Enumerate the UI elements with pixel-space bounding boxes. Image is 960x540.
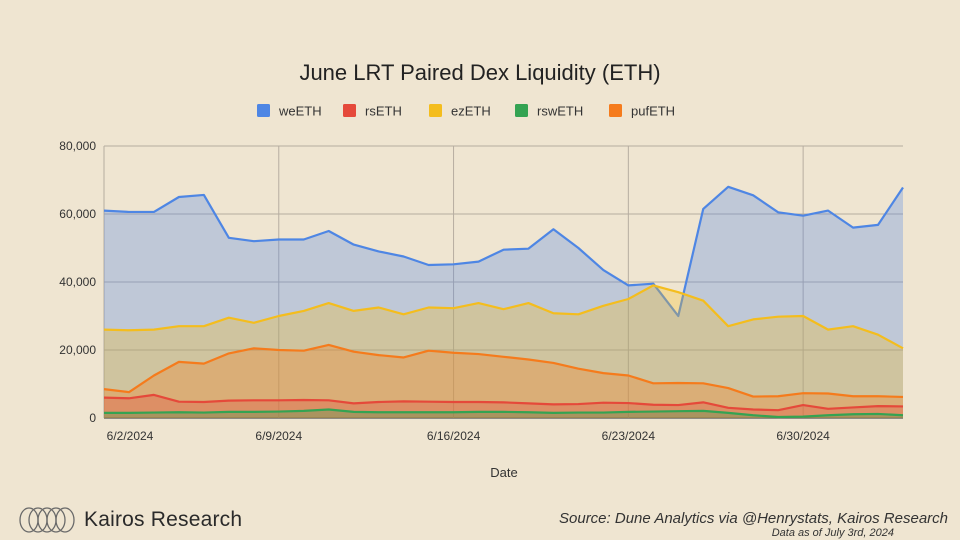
legend-label: weETH <box>278 104 322 119</box>
line-pufeth <box>103 343 904 399</box>
legend-swatch <box>609 104 622 117</box>
x-tick-label: 6/2/2024 <box>107 429 154 443</box>
legend-swatch <box>515 104 528 117</box>
series-rsweth <box>104 408 904 419</box>
line-rseth <box>103 393 904 412</box>
legend-swatch <box>429 104 442 117</box>
source-note: Source: Dune Analytics via @Henrystats, … <box>559 510 948 527</box>
data-date-note: Data as of July 3rd, 2024 <box>771 527 894 539</box>
legend: weETH rsETH ezETH rswETH pufETH <box>257 104 675 119</box>
legend-label: ezETH <box>451 104 491 119</box>
y-tick-label: 60,000 <box>59 207 96 221</box>
x-tick-label: 6/9/2024 <box>255 429 302 443</box>
area-ezeth <box>104 285 903 418</box>
y-tick-label: 40,000 <box>59 275 96 289</box>
x-tick-label: 6/16/2024 <box>427 429 481 443</box>
y-tick-label: 20,000 <box>59 343 96 357</box>
legend-swatch <box>257 104 270 117</box>
plot-area <box>103 185 904 419</box>
legend-item-ezeth: ezETH <box>429 104 491 119</box>
x-axis: 6/2/2024 6/9/2024 6/16/2024 6/23/2024 6/30/2… <box>107 429 831 443</box>
y-tick-label: 0 <box>89 411 96 425</box>
line-rsweth <box>104 408 904 419</box>
x-axis-label: Date <box>490 465 517 480</box>
legend-item-rseth: rsETH <box>343 104 402 119</box>
series-ezeth <box>103 284 904 418</box>
x-tick-label: 6/23/2024 <box>602 429 656 443</box>
kairos-logo-icon <box>19 507 75 533</box>
grid <box>103 145 903 419</box>
legend-item-pufeth: pufETH <box>609 104 675 119</box>
legend-label: rswETH <box>537 104 583 119</box>
chart-title: June LRT Paired Dex Liquidity (ETH) <box>299 60 660 85</box>
line-ezeth <box>103 284 904 350</box>
legend-item-rsweth: rswETH <box>515 104 583 119</box>
x-tick-label: 6/30/2024 <box>776 429 830 443</box>
brand: Kairos Research <box>18 506 242 534</box>
legend-item-weeth: weETH <box>257 104 322 119</box>
line-weeth <box>103 185 904 318</box>
legend-label: rsETH <box>365 104 402 119</box>
legend-swatch <box>343 104 356 117</box>
y-tick-label: 80,000 <box>59 139 96 153</box>
area-weeth <box>104 186 903 418</box>
y-axis: 0 20,000 40,000 60,000 80,000 <box>59 139 96 425</box>
series-rseth <box>103 393 904 418</box>
series-weeth <box>103 185 904 418</box>
legend-label: pufETH <box>631 104 675 119</box>
brand-name: Kairos Research <box>84 508 243 531</box>
